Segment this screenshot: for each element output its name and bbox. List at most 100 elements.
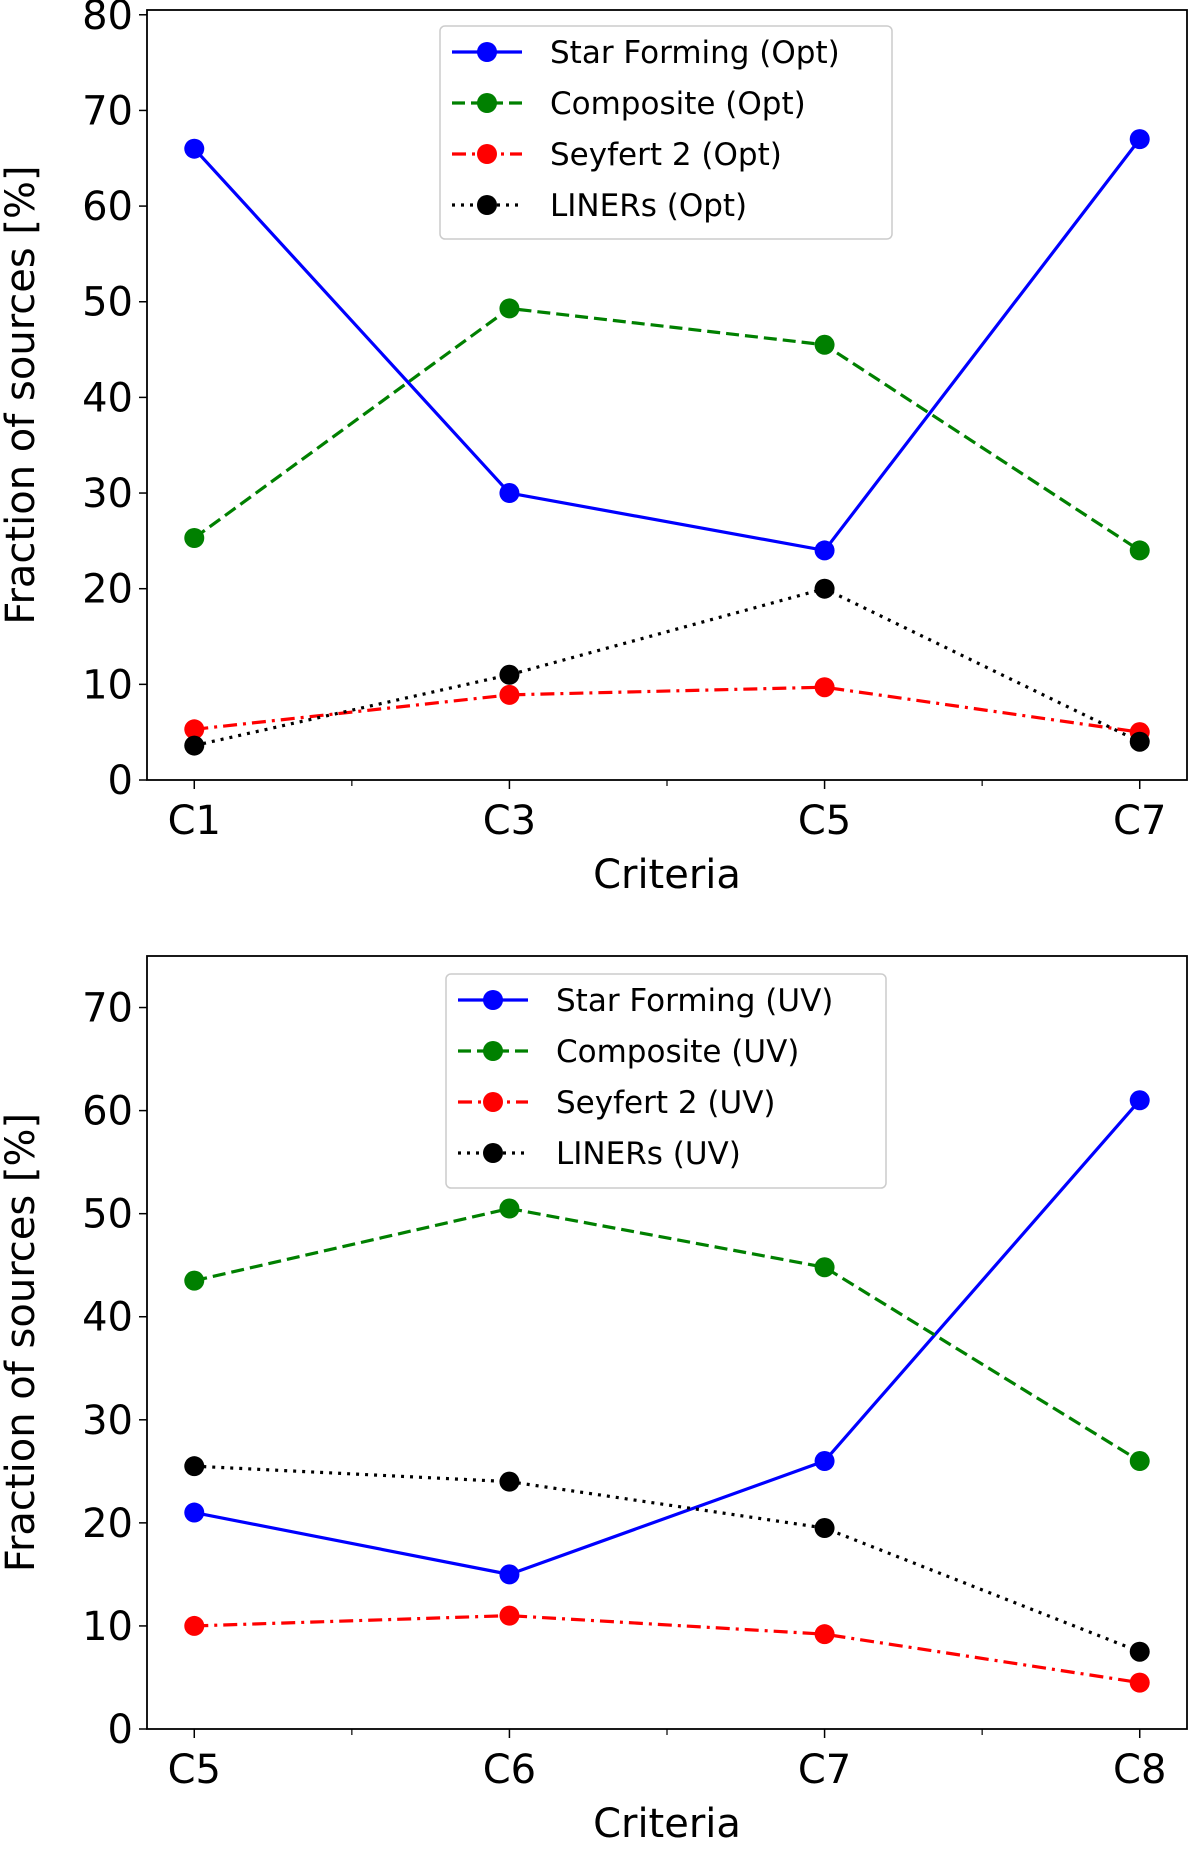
series-line xyxy=(193,1099,1141,1577)
data-point xyxy=(1129,1451,1150,1472)
series-star-forming-uv- xyxy=(184,1090,1150,1585)
x-tick-label: C3 xyxy=(483,798,536,844)
data-point xyxy=(1129,129,1150,150)
data-point xyxy=(814,1451,835,1472)
legend-label: Star Forming (UV) xyxy=(556,983,833,1019)
data-point xyxy=(184,735,205,756)
legend-marker xyxy=(477,195,497,215)
data-point xyxy=(1129,540,1150,561)
x-tick-label: C7 xyxy=(1113,798,1166,844)
legend-label: Star Forming (Opt) xyxy=(550,35,840,71)
axes-frame xyxy=(146,9,1188,781)
data-point xyxy=(1129,1090,1150,1111)
y-tick-label: 60 xyxy=(82,184,133,230)
x-tick-label: C7 xyxy=(798,1747,851,1793)
legend-marker xyxy=(477,144,497,164)
x-tick-label: C5 xyxy=(798,798,851,844)
legend-label: Seyfert 2 (UV) xyxy=(556,1085,776,1121)
y-tick-label: 50 xyxy=(82,1192,133,1238)
legend-frame xyxy=(439,25,893,240)
series-composite-opt- xyxy=(184,298,1150,561)
data-point xyxy=(499,1471,520,1492)
y-tick-label: 40 xyxy=(82,1295,133,1341)
legend-frame xyxy=(445,973,887,1189)
x-tick-label: C6 xyxy=(483,1747,536,1793)
data-point xyxy=(814,1624,835,1645)
y-tick-label: 10 xyxy=(82,662,133,708)
data-point xyxy=(184,1270,205,1291)
y-tick-label: 30 xyxy=(82,1398,133,1444)
series-line xyxy=(193,1206,1141,1463)
data-point xyxy=(499,1564,520,1585)
y-tick-label: 80 xyxy=(82,0,133,39)
data-point xyxy=(499,1605,520,1626)
data-point xyxy=(184,719,205,740)
data-point xyxy=(814,677,835,698)
data-point xyxy=(814,1257,835,1278)
legend-marker xyxy=(477,42,497,62)
legend-label: LINERs (UV) xyxy=(556,1136,741,1172)
x-tick-label: C1 xyxy=(168,798,221,844)
axes-frame xyxy=(146,955,1188,1730)
data-point xyxy=(499,1198,520,1219)
data-point xyxy=(1129,731,1150,752)
legend-marker xyxy=(477,93,497,113)
y-tick-label: 70 xyxy=(82,986,133,1032)
data-point xyxy=(814,540,835,561)
legend-label: Seyfert 2 (Opt) xyxy=(550,137,782,173)
legend-marker xyxy=(483,1143,503,1163)
x-tick-label: C8 xyxy=(1113,1747,1166,1793)
legend: Star Forming (Opt) Composite (Opt) Seyfert… xyxy=(439,25,893,240)
y-tick-label: 40 xyxy=(82,375,133,421)
series-composite-uv- xyxy=(184,1198,1150,1472)
y-tick-label: 30 xyxy=(82,471,133,517)
chart-2: 0 10 20 30 40 50 60 70 C5 C6 C7 C8 Criteria Fraction … xyxy=(0,955,1188,1847)
legend: Star Forming (UV) Composite (UV) Seyfert 2… xyxy=(445,973,887,1189)
legend-label: LINERs (Opt) xyxy=(550,188,747,224)
series-line xyxy=(194,1614,1140,1685)
series-line xyxy=(194,685,1140,734)
data-point xyxy=(184,1615,205,1636)
data-point xyxy=(814,578,835,599)
data-point xyxy=(184,1502,205,1523)
legend-marker xyxy=(483,990,503,1010)
series-line xyxy=(193,586,1141,748)
data-point xyxy=(184,138,205,159)
data-point xyxy=(499,298,520,319)
data-point xyxy=(499,483,520,504)
y-tick-label: 50 xyxy=(82,280,133,326)
y-tick-label: 0 xyxy=(108,1707,133,1753)
y-tick-label: 20 xyxy=(82,567,133,613)
series-star-forming-opt- xyxy=(184,129,1150,561)
y-axis-label: Fraction of sources [%] xyxy=(0,165,44,624)
y-tick-label: 20 xyxy=(82,1501,133,1547)
y-axis-label: Fraction of sources [%] xyxy=(0,1113,44,1572)
x-tick-label: C5 xyxy=(168,1747,221,1793)
x-axis-label: Criteria xyxy=(593,852,741,898)
series-line xyxy=(193,306,1141,552)
legend-marker xyxy=(483,1092,503,1112)
legend-marker xyxy=(483,1041,503,1061)
series-line xyxy=(194,1464,1141,1654)
data-point xyxy=(184,528,205,548)
y-tick-label: 0 xyxy=(108,758,133,804)
data-point xyxy=(814,1518,835,1539)
data-point xyxy=(184,1456,205,1477)
legend-label: Composite (UV) xyxy=(556,1034,799,1070)
data-point xyxy=(814,334,835,355)
data-point xyxy=(499,664,520,685)
data-point xyxy=(499,684,520,705)
series-seyfert-2-uv- xyxy=(184,1605,1150,1693)
legend-label: Composite (Opt) xyxy=(550,86,806,122)
data-point xyxy=(1129,1672,1150,1693)
y-tick-label: 60 xyxy=(82,1089,133,1135)
series-line xyxy=(193,138,1141,553)
y-tick-label: 10 xyxy=(82,1604,133,1650)
chart-1: 0 10 20 30 40 50 60 70 80 C1 C3 C5 C7 Criteria Fractio… xyxy=(0,0,1188,898)
series-seyfert-2-opt- xyxy=(184,677,1150,743)
data-point xyxy=(1129,1641,1150,1662)
x-axis-label: Criteria xyxy=(593,1801,741,1847)
y-tick-label: 70 xyxy=(82,88,133,134)
